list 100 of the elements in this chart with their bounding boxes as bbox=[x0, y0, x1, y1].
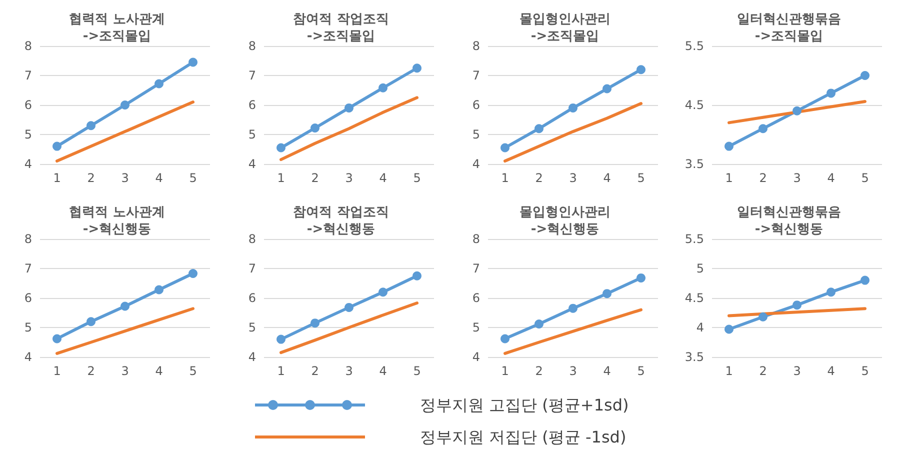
x-tick-label: 4 bbox=[827, 171, 835, 185]
point bbox=[412, 271, 422, 280]
text: 정부지원 저집단 (평균 -1sd) bbox=[420, 428, 626, 446]
chart-title: 몰입형인사관리 ->혁신행동 bbox=[520, 205, 610, 237]
point bbox=[276, 334, 286, 344]
point bbox=[276, 143, 286, 152]
y-tick-label: 3.5 bbox=[684, 350, 704, 364]
y-tick-label: 3.5 bbox=[684, 157, 704, 171]
x-tick-label: 2 bbox=[311, 364, 319, 378]
y-tick-label: 8 bbox=[472, 39, 480, 53]
point bbox=[188, 269, 198, 278]
x-tick-label: 4 bbox=[827, 364, 835, 378]
chart-title: 참여적 작업조직 ->혁신행동 bbox=[293, 205, 389, 237]
x-tick-label: 4 bbox=[379, 171, 387, 185]
point bbox=[568, 103, 578, 112]
x-tick-label: 4 bbox=[379, 364, 387, 378]
point bbox=[86, 317, 96, 326]
x-tick-label: 2 bbox=[311, 171, 319, 185]
y-tick-label: 7 bbox=[248, 68, 256, 82]
point bbox=[602, 289, 612, 298]
y-tick-label: 7 bbox=[472, 262, 480, 276]
point bbox=[120, 100, 130, 110]
y-tick-label: 7 bbox=[472, 68, 480, 82]
x-tick-label: 3 bbox=[793, 364, 801, 378]
x-tick-label: 5 bbox=[637, 171, 645, 185]
y-tick-label: 4 bbox=[472, 157, 480, 171]
point bbox=[154, 79, 164, 88]
x-tick-label: 1 bbox=[53, 171, 61, 185]
point bbox=[120, 302, 130, 311]
point bbox=[310, 124, 320, 133]
y-tick-label: 6 bbox=[248, 98, 256, 112]
point bbox=[188, 58, 198, 67]
y-tick-label: 7 bbox=[24, 68, 32, 82]
x-tick-label: 2 bbox=[535, 364, 543, 378]
chart-title: 일터혁신관행묶음 ->조직몰입 bbox=[737, 12, 841, 44]
point bbox=[344, 302, 354, 312]
y-tick-label: 8 bbox=[248, 232, 256, 246]
y-tick-label: 4 bbox=[248, 157, 256, 171]
point bbox=[500, 143, 510, 152]
x-tick-label: 4 bbox=[155, 364, 163, 378]
x-tick-label: 5 bbox=[413, 364, 421, 378]
line-series bbox=[56, 100, 194, 163]
line-series bbox=[504, 102, 642, 163]
y-tick-label: 4 bbox=[24, 157, 32, 171]
point bbox=[310, 318, 320, 328]
y-tick-label: 5 bbox=[24, 320, 32, 334]
point bbox=[860, 71, 870, 80]
point bbox=[378, 288, 388, 297]
point bbox=[860, 276, 870, 285]
point bbox=[826, 288, 836, 297]
line-series bbox=[280, 96, 418, 162]
y-tick-label: 6 bbox=[248, 291, 256, 305]
chart-title: 참여적 작업조직 ->조직몰입 bbox=[293, 12, 389, 44]
point bbox=[412, 64, 422, 73]
line-series bbox=[728, 100, 866, 124]
y-tick-label: 4 bbox=[472, 350, 480, 364]
y-tick-label: 6 bbox=[472, 291, 480, 305]
x-tick-label: 3 bbox=[345, 364, 353, 378]
point bbox=[792, 106, 802, 116]
y-tick-label: 4 bbox=[24, 350, 32, 364]
x-tick-label: 1 bbox=[725, 171, 733, 185]
x-tick-label: 5 bbox=[189, 171, 197, 185]
point bbox=[724, 324, 734, 334]
point bbox=[758, 312, 768, 322]
y-tick-label: 4 bbox=[248, 350, 256, 364]
y-tick-label: 8 bbox=[248, 39, 256, 53]
point bbox=[378, 83, 388, 92]
point bbox=[636, 65, 646, 74]
point bbox=[826, 88, 836, 98]
y-tick-label: 7 bbox=[24, 262, 32, 276]
line-series bbox=[280, 302, 418, 354]
chart-title: 일터혁신관행묶음 ->혁신행동 bbox=[737, 205, 841, 237]
y-tick-label: 4 bbox=[696, 320, 704, 334]
x-tick-label: 3 bbox=[121, 171, 129, 185]
y-tick-label: 5 bbox=[472, 128, 480, 142]
x-tick-label: 5 bbox=[189, 364, 197, 378]
x-tick-label: 3 bbox=[793, 171, 801, 185]
point bbox=[636, 273, 646, 282]
y-tick-label: 5.5 bbox=[684, 232, 704, 246]
x-tick-label: 1 bbox=[277, 171, 285, 185]
point bbox=[500, 334, 510, 344]
x-tick-label: 2 bbox=[759, 171, 767, 185]
point bbox=[344, 103, 354, 112]
chart-title: 협력적 노사관계 ->혁신행동 bbox=[69, 205, 165, 237]
y-tick-label: 5 bbox=[248, 320, 256, 334]
x-tick-label: 5 bbox=[861, 364, 869, 378]
y-tick-label: 6 bbox=[24, 98, 32, 112]
y-tick-label: 5 bbox=[472, 320, 480, 334]
line-series bbox=[56, 307, 194, 355]
y-tick-label: 7 bbox=[248, 262, 256, 276]
y-tick-label: 5 bbox=[248, 128, 256, 142]
text: 정부지원 고집단 (평균+1sd) bbox=[420, 396, 629, 414]
x-tick-label: 5 bbox=[861, 171, 869, 185]
x-tick-label: 2 bbox=[759, 364, 767, 378]
point bbox=[154, 285, 164, 294]
x-tick-label: 5 bbox=[413, 171, 421, 185]
point bbox=[602, 84, 612, 94]
y-tick-label: 6 bbox=[472, 98, 480, 112]
x-tick-label: 1 bbox=[725, 364, 733, 378]
chart-title: 협력적 노사관계 ->조직몰입 bbox=[69, 12, 165, 44]
